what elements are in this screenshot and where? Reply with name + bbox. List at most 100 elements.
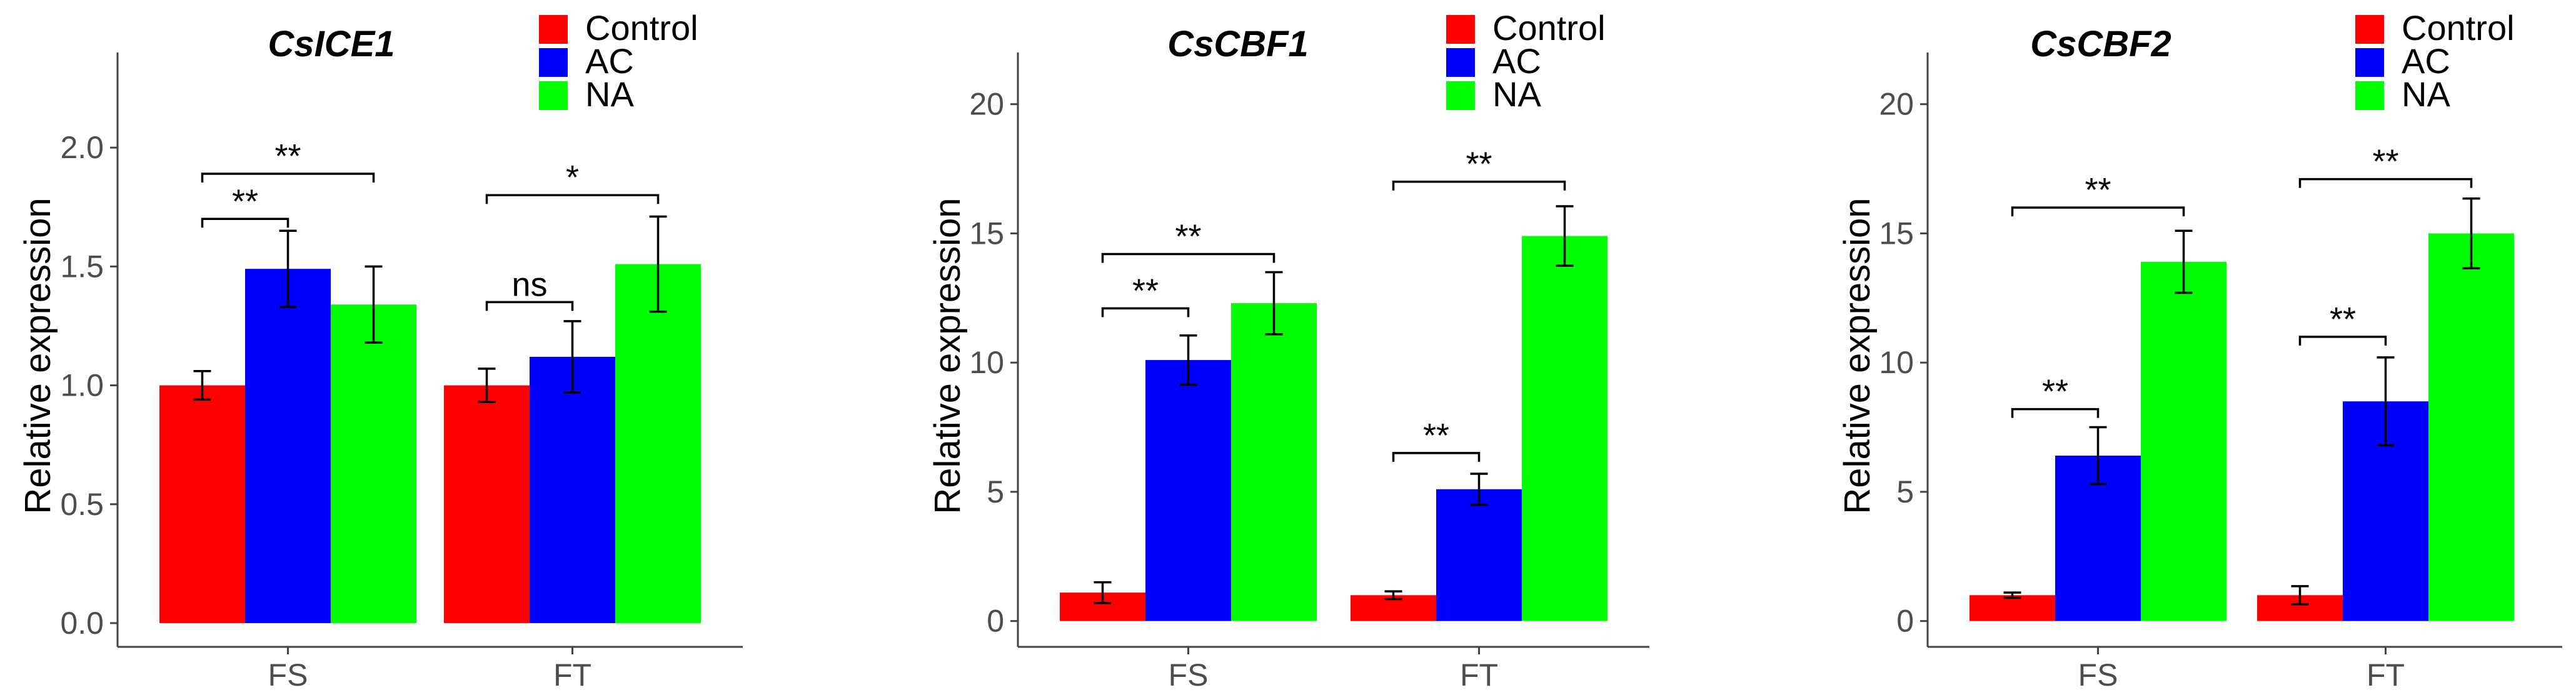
significance-bracket-2 bbox=[1392, 452, 1481, 462]
y-tick-label-2: 1.0 bbox=[60, 368, 104, 403]
bar-fs-control bbox=[1970, 595, 2055, 621]
y-tick-label-1: 5 bbox=[987, 474, 1004, 509]
bar-ft-control bbox=[444, 385, 530, 623]
bar-fs-ac bbox=[245, 269, 331, 623]
significance-bracket-3 bbox=[2298, 178, 2473, 188]
y-axis-label: Relative expression bbox=[927, 198, 968, 514]
y-tick-label-3: 15 bbox=[969, 216, 1004, 251]
significance-label-3: ** bbox=[1466, 146, 1492, 183]
error-bar-fs-ac bbox=[1179, 334, 1197, 386]
error-bar-ft-ac bbox=[1470, 472, 1488, 506]
significance-label-1: ** bbox=[2085, 171, 2111, 209]
legend-label-control: Control bbox=[585, 8, 698, 48]
panel-cscbf1: CsCBF1 Relative expression ** ** ** ** 0 5 10 15 2… bbox=[927, 8, 1649, 692]
error-bar-ft-control bbox=[1384, 590, 1402, 601]
x-tick-label-ft: FT bbox=[553, 658, 591, 692]
error-bar-ft-ac bbox=[2377, 356, 2395, 447]
significance-bracket-0 bbox=[1101, 307, 1190, 318]
legend-label-control: Control bbox=[1492, 8, 1606, 48]
chart-title: CsCBF1 bbox=[1167, 24, 1309, 64]
legend-label-ac: AC bbox=[585, 41, 634, 81]
bar-fs-na bbox=[2141, 261, 2226, 621]
significance-bracket-2 bbox=[485, 301, 574, 311]
panel-csice1: CsICE1 Relative expression ** ** ns * 0.0 0.5 1.… bbox=[18, 8, 743, 692]
x-tick-label-ft: FT bbox=[1460, 658, 1498, 692]
legend-swatch-na bbox=[1446, 81, 1475, 110]
chart-title: CsCBF2 bbox=[2030, 24, 2171, 64]
significance-bracket-1 bbox=[1101, 252, 1275, 263]
chart-title: CsICE1 bbox=[268, 24, 395, 64]
error-bar-ft-control bbox=[2291, 585, 2309, 606]
y-tick-label-2: 10 bbox=[969, 345, 1004, 380]
error-bar-ft-control bbox=[478, 368, 496, 403]
y-tick-label-3: 15 bbox=[1879, 216, 1914, 251]
y-tick-label-1: 5 bbox=[1896, 474, 1914, 509]
bar-ft-na bbox=[1522, 236, 1607, 621]
bar-ft-na bbox=[615, 264, 701, 623]
significance-label-3: * bbox=[566, 159, 579, 196]
significance-label-0: ** bbox=[2042, 373, 2068, 411]
bar-ft-ac bbox=[1436, 489, 1522, 621]
bar-fs-na bbox=[331, 304, 416, 623]
significance-label-2: ** bbox=[2330, 301, 2356, 338]
significance-label-3: ** bbox=[2372, 143, 2398, 181]
y-tick-label-0: 0 bbox=[987, 604, 1004, 639]
legend-swatch-na bbox=[2355, 81, 2384, 110]
error-bar-fs-ac bbox=[279, 229, 297, 308]
panel-cscbf2: CsCBF2 Relative expression ** ** ** ** 0 5 10 15 2… bbox=[1837, 8, 2562, 692]
error-bar-ft-na bbox=[2462, 197, 2480, 270]
legend-swatch-ac bbox=[2355, 48, 2384, 77]
error-bar-fs-control bbox=[2003, 591, 2021, 599]
significance-label-0: ** bbox=[232, 182, 258, 220]
y-tick-label-0: 0.0 bbox=[60, 606, 104, 641]
significance-label-1: ** bbox=[274, 138, 301, 175]
y-tick-label-3: 1.5 bbox=[60, 249, 104, 284]
bar-fs-na bbox=[1231, 303, 1317, 621]
significance-label-2: ns bbox=[511, 266, 547, 303]
error-bar-fs-na bbox=[365, 265, 383, 344]
y-axis-label: Relative expression bbox=[18, 198, 58, 514]
y-tick-label-1: 0.5 bbox=[60, 487, 104, 522]
y-axis-label: Relative expression bbox=[1837, 198, 1878, 514]
significance-bracket-1 bbox=[2011, 206, 2185, 217]
significance-bracket-0 bbox=[2011, 408, 2100, 418]
significance-bracket-1 bbox=[201, 172, 375, 183]
bar-ft-na bbox=[2428, 233, 2514, 621]
error-bar-fs-control bbox=[1094, 581, 1112, 604]
significance-bracket-0 bbox=[201, 218, 289, 228]
legend-label-na: NA bbox=[585, 74, 634, 114]
legend-label-na: NA bbox=[2402, 74, 2450, 114]
legend-swatch-ac bbox=[539, 48, 568, 77]
legend-swatch-control bbox=[539, 15, 568, 44]
legend-swatch-control bbox=[1446, 15, 1475, 44]
y-tick-label-2: 10 bbox=[1879, 345, 1914, 380]
error-bar-fs-control bbox=[193, 369, 211, 401]
y-tick-label-4: 2.0 bbox=[60, 130, 104, 165]
legend-label-ac: AC bbox=[2402, 41, 2450, 81]
significance-label-1: ** bbox=[1175, 218, 1201, 256]
legend-swatch-na bbox=[539, 81, 568, 110]
bar-ft-ac bbox=[530, 356, 615, 623]
significance-label-2: ** bbox=[1423, 417, 1449, 454]
x-tick-label-fs: FS bbox=[2078, 658, 2118, 692]
significance-label-0: ** bbox=[1132, 272, 1159, 309]
significance-bracket-3 bbox=[485, 194, 660, 204]
significance-bracket-2 bbox=[2298, 336, 2387, 346]
legend-swatch-control bbox=[2355, 15, 2384, 44]
error-bar-fs-na bbox=[1265, 271, 1283, 336]
x-tick-label-fs: FS bbox=[1169, 658, 1209, 692]
y-tick-label-4: 20 bbox=[1879, 87, 1914, 122]
bar-fs-control bbox=[159, 385, 245, 623]
legend-label-na: NA bbox=[1492, 74, 1541, 114]
error-bar-ft-ac bbox=[563, 320, 581, 394]
significance-bracket-3 bbox=[1392, 180, 1566, 191]
legend-label-ac: AC bbox=[1492, 41, 1541, 81]
x-tick-label-fs: FS bbox=[268, 658, 308, 692]
legend-swatch-ac bbox=[1446, 48, 1475, 77]
error-bar-ft-na bbox=[649, 215, 667, 313]
y-tick-label-4: 20 bbox=[969, 87, 1004, 122]
error-bar-fs-ac bbox=[2089, 426, 2107, 486]
error-bar-fs-na bbox=[2175, 229, 2193, 294]
x-tick-label-ft: FT bbox=[2367, 658, 2405, 692]
